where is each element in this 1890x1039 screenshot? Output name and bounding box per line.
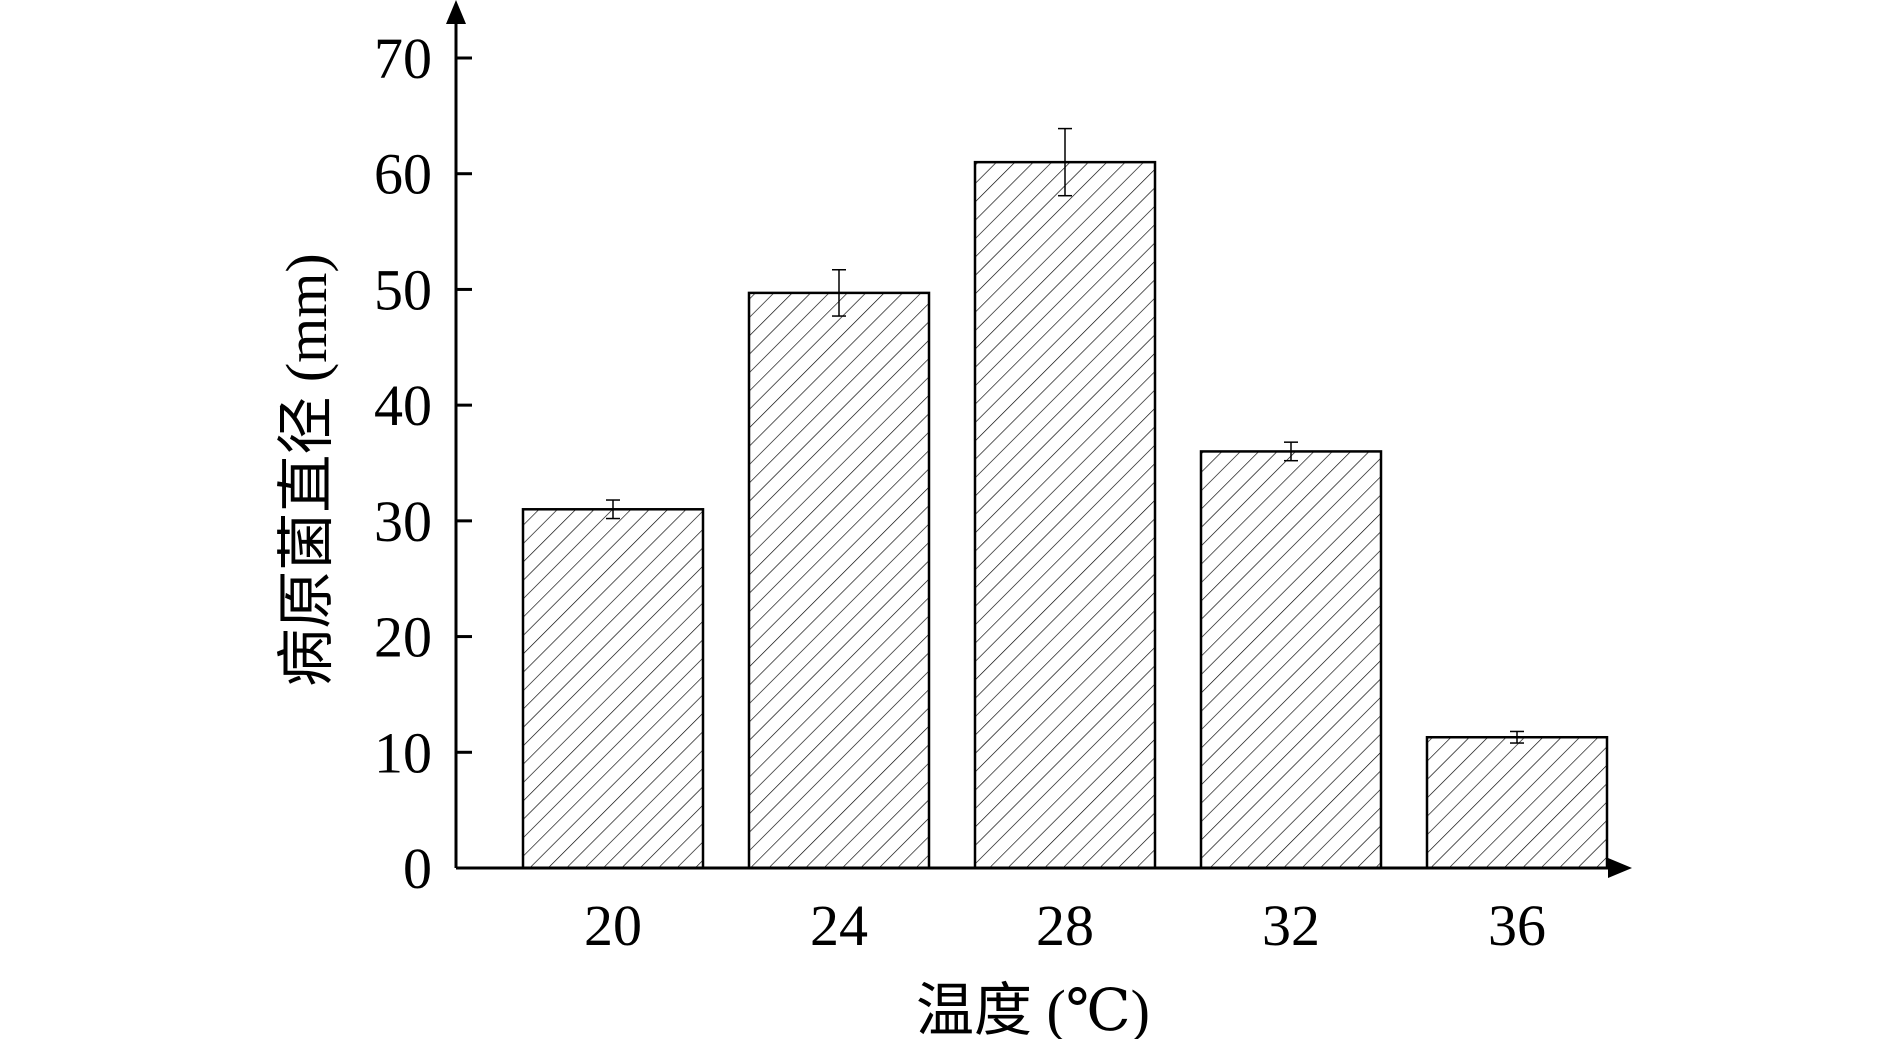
- y-ticks-group: 0 10 20 30 40 50 60 70: [374, 26, 472, 901]
- y-axis-title: 病原菌直径 (mm): [274, 253, 339, 686]
- x-tick-label: 24: [810, 893, 868, 958]
- error-bar: [1058, 127, 1072, 197]
- y-tick-label: 70: [374, 26, 432, 91]
- y-tick-label: 10: [374, 720, 432, 785]
- x-tick-label: 28: [1036, 893, 1094, 958]
- error-bar: [1510, 730, 1524, 744]
- bar: [747, 291, 931, 870]
- y-tick-label: 0: [403, 836, 432, 901]
- x-tick-label: 32: [1262, 893, 1320, 958]
- bar: [973, 160, 1157, 870]
- bar: [521, 508, 705, 870]
- y-tick-label: 30: [374, 489, 432, 554]
- x-axis-arrow-icon: [1608, 858, 1632, 878]
- x-ticks-group: 20 24 28 32 36: [584, 893, 1546, 958]
- error-bar: [1284, 441, 1298, 462]
- y-tick-label: 60: [374, 142, 432, 207]
- y-tick-label: 20: [374, 605, 432, 670]
- bar: [1199, 450, 1383, 870]
- y-tick-label: 50: [374, 257, 432, 322]
- bar: [1425, 735, 1609, 870]
- error-bar: [832, 269, 846, 317]
- bars-group: [521, 160, 1609, 870]
- x-axis-title: 温度 (℃): [916, 978, 1150, 1039]
- x-tick-label: 36: [1488, 893, 1546, 958]
- y-tick-label: 40: [374, 373, 432, 438]
- error-bar: [606, 499, 620, 520]
- x-tick-label: 20: [584, 893, 642, 958]
- error-bars-group: [606, 127, 1524, 744]
- y-axis-arrow-icon: [446, 0, 466, 24]
